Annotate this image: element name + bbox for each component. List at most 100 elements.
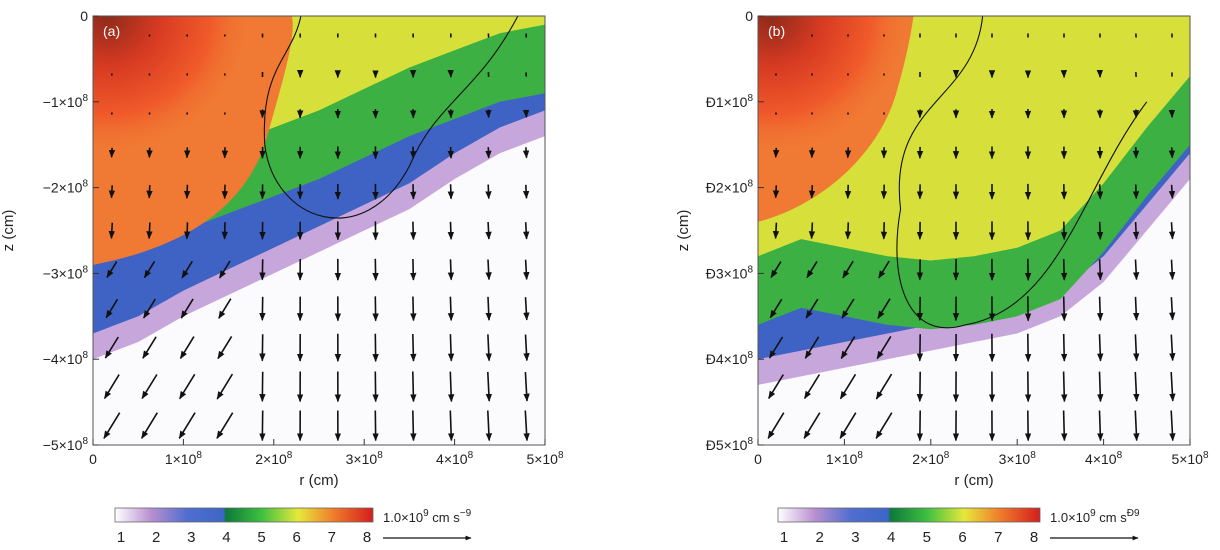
velocity-arrow: [1060, 258, 1068, 281]
colorbar-tick-label: 2: [816, 529, 824, 546]
velocity-arrow: [485, 221, 492, 240]
x-tick-label: 0: [754, 451, 762, 467]
velocity-arrow: [103, 374, 120, 400]
colorbar-tick-label: 3: [187, 529, 195, 546]
velocity-arrow: [410, 296, 417, 322]
velocity-arrow: [1060, 333, 1068, 362]
velocity-arrow: [804, 336, 820, 359]
velocity-arrow: [218, 298, 232, 319]
velocity-arrow: [410, 258, 417, 281]
velocity-arrow: [842, 260, 854, 279]
velocity-arrow: [409, 221, 417, 241]
colorbar-tick-label: 6: [958, 529, 966, 546]
velocity-arrow: [108, 222, 116, 240]
velocity-arrow: [106, 261, 118, 279]
colorbar-tick-label: 1: [117, 529, 125, 546]
velocity-arrow: [875, 373, 893, 400]
x-tick-label: 2×108: [912, 450, 950, 467]
y-tick-label: Ð3×108: [706, 264, 754, 281]
colorbar-tick-label: 5: [257, 529, 265, 546]
y-tick-label: −2×108: [43, 179, 89, 196]
velocity-arrow: [447, 410, 455, 442]
velocity-arrow: [447, 371, 455, 403]
velocity-arrow: [772, 185, 780, 199]
velocity-arrow: [768, 374, 784, 400]
velocity-arrow: [218, 260, 231, 279]
velocity-arrow: [769, 298, 783, 319]
velocity-arrow: [1132, 296, 1140, 321]
y-tick-label: −3×108: [43, 264, 89, 281]
velocity-arrow: [179, 336, 195, 360]
velocity-arrow: [1096, 221, 1104, 240]
velocity-arrow: [523, 222, 530, 240]
velocity-arrow: [1060, 296, 1068, 322]
velocity-arrow: [808, 185, 816, 199]
velocity-arrow: [180, 298, 194, 319]
colorbar-tick-label: 4: [222, 529, 230, 546]
velocity-arrow: [768, 336, 784, 359]
y-tick-label: Ð5×108: [706, 436, 754, 453]
velocity-arrow: [840, 336, 856, 360]
velocity-arrow: [183, 222, 191, 240]
colorbar-tick-label: 5: [923, 529, 931, 546]
velocity-arrow: [1169, 297, 1176, 321]
panel-label: (b): [768, 23, 785, 39]
velocity-arrow: [485, 410, 493, 442]
velocity-arrows: [767, 33, 1176, 442]
velocity-arrow: [103, 412, 121, 439]
velocity-arrow: [772, 222, 780, 240]
velocity-arrow: [447, 296, 455, 322]
velocity-arrow: [1132, 184, 1140, 200]
velocity-arrow: [1061, 410, 1068, 442]
velocity-arrow: [1168, 222, 1176, 240]
velocity-arrow: [1097, 334, 1104, 362]
x-tick-label: 5×108: [1171, 450, 1209, 467]
x-tick-label: 5×108: [526, 450, 564, 467]
velocity-arrow: [447, 259, 455, 281]
y-tick-label: −1×108: [43, 93, 89, 110]
velocity-arrow: [1168, 184, 1176, 199]
y-tick-label: Ð2×108: [706, 179, 754, 196]
plot-frame: [757, 15, 1191, 446]
panel-label: (a): [103, 23, 120, 39]
velocity-arrow: [1097, 410, 1104, 442]
velocity-arrow: [146, 222, 153, 240]
velocity-arrow: [1096, 296, 1104, 322]
velocity-arrow: [1097, 371, 1104, 403]
velocity-arrow: [1133, 371, 1140, 402]
velocity-arrow: [216, 412, 234, 439]
velocity-arrow: [447, 221, 455, 240]
velocity-arrow: [178, 412, 196, 439]
x-axis-label: r (cm): [954, 472, 993, 489]
velocity-arrow: [808, 222, 816, 240]
velocity-arrow: [875, 412, 893, 439]
velocity-arrow: [1133, 334, 1140, 362]
velocity-arrow: [523, 297, 530, 321]
colorbar-tick-label: 2: [152, 529, 160, 546]
velocity-arrow: [217, 335, 233, 360]
y-tick-label: −4×108: [43, 350, 89, 367]
density-contour: [896, 16, 1148, 329]
colorbar-tick-label: 7: [994, 529, 1002, 546]
velocity-arrow: [803, 374, 821, 400]
velocity-arrow: [767, 412, 785, 439]
colorbar-unit-label: 1.0×109 cm sÐ9: [1050, 508, 1140, 525]
colorbar-tick-label: 1: [780, 529, 788, 546]
velocity-arrow: [104, 336, 119, 359]
velocity-arrow: [183, 184, 191, 199]
velocity-arrow: [105, 298, 119, 319]
velocity-arrow: [1061, 371, 1068, 403]
colorbar: 1 2 3 4 5 6 7 8 1.0×109 cm s−9: [114, 507, 472, 546]
colorbar-unit-label: 1.0×109 cm s−9: [383, 508, 472, 525]
velocity-arrow: [1132, 259, 1140, 281]
x-tick-label: 4×108: [1085, 450, 1123, 467]
velocity-arrow: [143, 298, 156, 319]
plot-frame: [92, 15, 546, 446]
velocity-arrow: [772, 147, 780, 158]
velocity-arrow: [878, 260, 890, 279]
velocity-arrow: [181, 260, 193, 279]
x-tick-label: 1×108: [826, 450, 864, 467]
velocity-arrow: [141, 412, 158, 439]
velocity-arrow: [1168, 147, 1176, 159]
